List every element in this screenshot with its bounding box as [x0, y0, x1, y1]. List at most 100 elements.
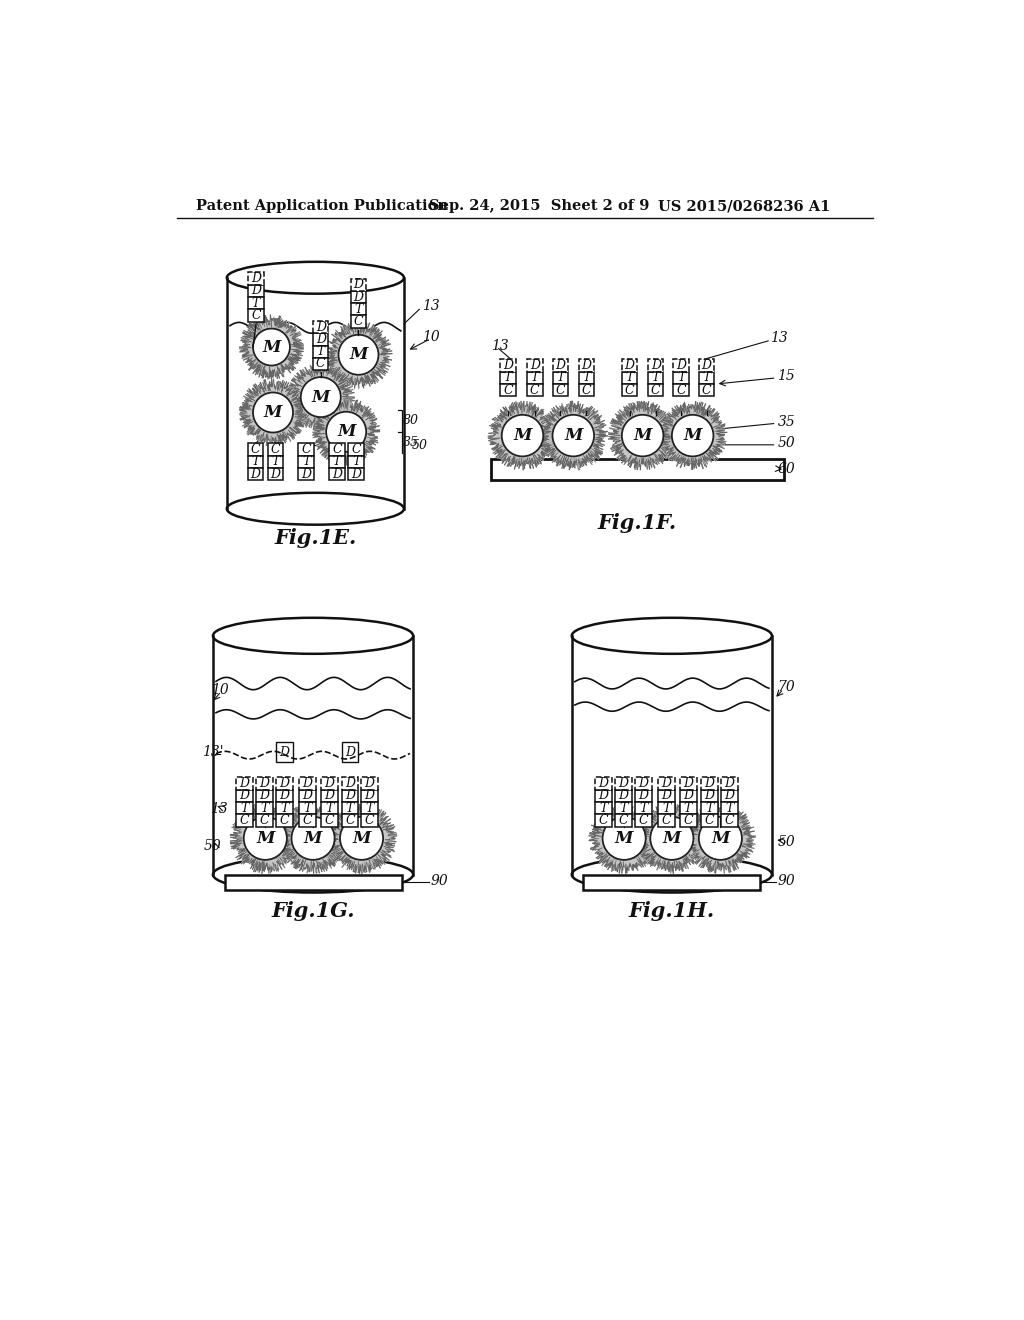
Text: 13: 13 [770, 331, 787, 345]
Bar [721, 789, 738, 803]
Bar [276, 803, 293, 814]
Text: 80: 80 [403, 414, 419, 428]
Text: C: C [251, 444, 260, 455]
Text: D: D [259, 777, 269, 791]
Bar [237, 777, 253, 789]
Text: T: T [663, 801, 671, 814]
Text: T: T [281, 801, 289, 814]
Text: 35: 35 [403, 436, 419, 449]
Bar [248, 467, 263, 480]
Text: M: M [304, 830, 323, 847]
Polygon shape [230, 803, 301, 874]
Bar [500, 359, 515, 372]
Polygon shape [240, 314, 304, 379]
Circle shape [339, 335, 379, 375]
Polygon shape [608, 401, 677, 470]
Circle shape [650, 817, 693, 859]
Text: M: M [337, 424, 355, 441]
Text: D: D [315, 321, 326, 334]
Text: T: T [354, 302, 362, 315]
Text: D: D [345, 789, 355, 803]
Text: D: D [701, 359, 712, 372]
Text: T: T [626, 371, 634, 384]
Text: C: C [240, 814, 249, 828]
Text: T: T [583, 371, 591, 384]
Text: D: D [280, 789, 290, 803]
Text: Fig.1E.: Fig.1E. [274, 528, 356, 548]
Text: D: D [240, 777, 250, 791]
Bar [579, 384, 594, 396]
Text: T: T [346, 801, 354, 814]
Bar [614, 789, 632, 803]
Bar [342, 803, 358, 814]
Text: C: C [251, 309, 261, 322]
Bar [698, 384, 714, 396]
Text: M: M [712, 830, 729, 847]
Text: C: C [625, 384, 634, 397]
Bar [614, 803, 632, 814]
Text: 13: 13 [422, 300, 439, 313]
Bar [527, 384, 543, 396]
Text: T: T [303, 801, 312, 814]
Text: 13': 13' [202, 744, 224, 759]
Text: D: D [618, 789, 629, 803]
Text: D: D [325, 777, 334, 791]
Circle shape [698, 817, 742, 859]
Text: M: M [564, 428, 583, 444]
Bar [298, 467, 313, 480]
Bar [595, 814, 611, 826]
Bar [299, 803, 316, 814]
Text: C: C [618, 814, 628, 828]
Polygon shape [637, 804, 708, 874]
Bar [256, 814, 273, 826]
Bar [595, 777, 611, 789]
Text: D: D [638, 777, 648, 791]
Bar [680, 814, 696, 826]
Bar [658, 789, 675, 803]
Text: T: T [241, 801, 249, 814]
Text: 50: 50 [777, 836, 795, 849]
Text: M: M [262, 338, 281, 355]
Bar [313, 358, 329, 370]
Text: D: D [725, 777, 734, 791]
Text: C: C [676, 384, 686, 397]
Text: C: C [270, 444, 281, 455]
Text: D: D [353, 290, 364, 304]
Polygon shape [487, 401, 557, 470]
Text: D: D [598, 789, 608, 803]
Bar [351, 315, 367, 327]
Text: C: C [725, 814, 734, 828]
Bar [248, 444, 263, 455]
Bar [614, 814, 632, 826]
Text: D: D [303, 789, 312, 803]
Bar [500, 384, 515, 396]
Text: D: D [582, 359, 592, 372]
Bar [701, 803, 718, 814]
Bar [256, 803, 273, 814]
Bar [701, 789, 718, 803]
Polygon shape [278, 803, 348, 874]
Bar [595, 789, 611, 803]
Bar [658, 814, 675, 826]
Text: D: D [365, 777, 374, 791]
Text: Patent Application Publication: Patent Application Publication [196, 199, 449, 213]
Text: T: T [325, 801, 334, 814]
Text: C: C [332, 444, 342, 455]
Bar [267, 444, 283, 455]
Circle shape [326, 412, 367, 451]
Bar [614, 777, 632, 789]
Text: M: M [264, 404, 283, 421]
Bar [267, 467, 283, 480]
Bar [635, 777, 652, 789]
Bar [249, 309, 264, 322]
Text: T: T [251, 455, 259, 469]
Bar [330, 444, 345, 455]
Text: 50: 50 [777, 437, 795, 450]
Bar [360, 789, 378, 803]
Bar [321, 777, 338, 789]
Text: M: M [615, 830, 633, 847]
Text: 13: 13 [490, 338, 509, 352]
Text: D: D [251, 284, 261, 297]
Text: 70: 70 [777, 680, 795, 694]
Text: 50: 50 [204, 840, 221, 853]
